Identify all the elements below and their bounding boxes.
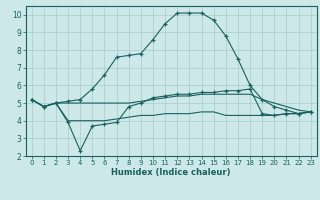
X-axis label: Humidex (Indice chaleur): Humidex (Indice chaleur) [111, 168, 231, 177]
